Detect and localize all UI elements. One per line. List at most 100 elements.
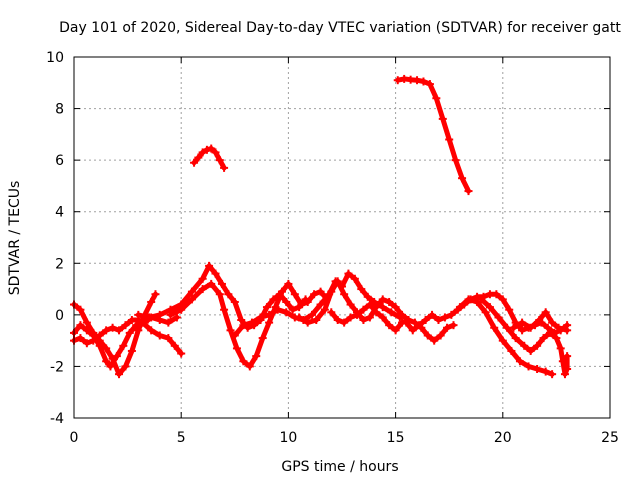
data-point xyxy=(170,341,179,350)
data-point xyxy=(535,316,544,325)
data-point xyxy=(121,321,130,330)
data-point xyxy=(556,344,565,353)
data-point xyxy=(524,362,533,371)
data-point xyxy=(82,339,91,348)
data-point xyxy=(385,297,394,306)
data-point xyxy=(258,334,267,343)
data-point xyxy=(155,331,164,340)
data-point xyxy=(172,313,181,322)
data-point xyxy=(177,349,186,358)
data-point xyxy=(297,300,306,309)
data-point xyxy=(346,313,355,322)
data-point xyxy=(370,297,379,306)
data-point xyxy=(391,303,400,312)
data-point xyxy=(303,318,312,327)
x-axis-label: GPS time / hours xyxy=(281,459,398,475)
data-point xyxy=(237,316,246,325)
series-trace-6 xyxy=(232,271,403,338)
data-point xyxy=(112,352,121,361)
data-point xyxy=(198,285,207,294)
data-point xyxy=(554,323,563,332)
data-point xyxy=(533,341,542,350)
data-point xyxy=(432,94,441,103)
data-point xyxy=(520,341,529,350)
data-point xyxy=(333,316,342,325)
data-point xyxy=(359,316,368,325)
data-point xyxy=(198,274,207,283)
data-point xyxy=(164,318,173,327)
data-point xyxy=(265,310,274,319)
series-trace-11 xyxy=(478,296,570,377)
data-point xyxy=(445,135,454,144)
data-point xyxy=(132,321,141,330)
data-point xyxy=(449,321,458,330)
data-point xyxy=(145,313,154,322)
data-point xyxy=(492,290,501,299)
data-point xyxy=(303,297,312,306)
axes xyxy=(73,56,611,419)
data-point xyxy=(387,308,396,317)
data-point xyxy=(76,321,85,330)
y-tick-label: 0 xyxy=(55,308,64,324)
data-point xyxy=(378,313,387,322)
data-point xyxy=(256,313,265,322)
x-tick-label: 5 xyxy=(177,430,186,446)
data-point xyxy=(215,290,224,299)
data-point xyxy=(239,321,248,330)
data-point xyxy=(106,362,115,371)
data-point xyxy=(316,287,325,296)
data-point xyxy=(119,341,128,350)
data-point xyxy=(177,305,186,314)
data-point xyxy=(425,80,434,89)
data-point xyxy=(421,316,430,325)
data-point xyxy=(290,290,299,299)
data-point xyxy=(511,334,520,343)
data-series xyxy=(70,74,572,379)
y-tick-label: 8 xyxy=(55,102,64,118)
data-point xyxy=(350,274,359,283)
data-point xyxy=(509,323,518,332)
data-point xyxy=(526,323,535,332)
x-tick-label: 15 xyxy=(387,430,405,446)
x-tick-label: 25 xyxy=(601,430,619,446)
x-tick-label: 0 xyxy=(70,430,79,446)
data-point xyxy=(220,305,229,314)
data-point xyxy=(438,114,447,123)
data-point xyxy=(190,158,199,167)
y-tick-label: 6 xyxy=(55,153,64,169)
data-point xyxy=(108,323,117,332)
data-point xyxy=(505,305,514,314)
data-point xyxy=(211,148,220,157)
data-point xyxy=(485,303,494,312)
data-point xyxy=(560,370,569,379)
y-tick-label: 10 xyxy=(46,50,64,66)
data-point xyxy=(187,295,196,304)
data-point xyxy=(413,76,422,85)
data-point xyxy=(187,287,196,296)
data-point xyxy=(458,174,467,183)
data-point xyxy=(533,365,542,374)
data-point xyxy=(443,323,452,332)
data-point xyxy=(526,346,535,355)
data-point xyxy=(552,334,561,343)
data-point xyxy=(102,326,111,335)
y-axis-label: SDTVAR / TECUs xyxy=(7,181,23,296)
series-trace-3 xyxy=(71,314,180,346)
series-trace-8 xyxy=(328,302,456,344)
data-point xyxy=(434,316,443,325)
grid-lines xyxy=(74,57,610,418)
data-point xyxy=(481,308,490,317)
data-point xyxy=(440,313,449,322)
data-point xyxy=(277,287,286,296)
data-point xyxy=(543,323,552,332)
data-point xyxy=(284,279,293,288)
data-point xyxy=(357,285,366,294)
series-trace-14 xyxy=(395,76,471,194)
data-point xyxy=(205,261,214,270)
data-point xyxy=(194,153,203,162)
data-point xyxy=(125,328,134,337)
data-point xyxy=(226,326,235,335)
data-point xyxy=(455,303,464,312)
